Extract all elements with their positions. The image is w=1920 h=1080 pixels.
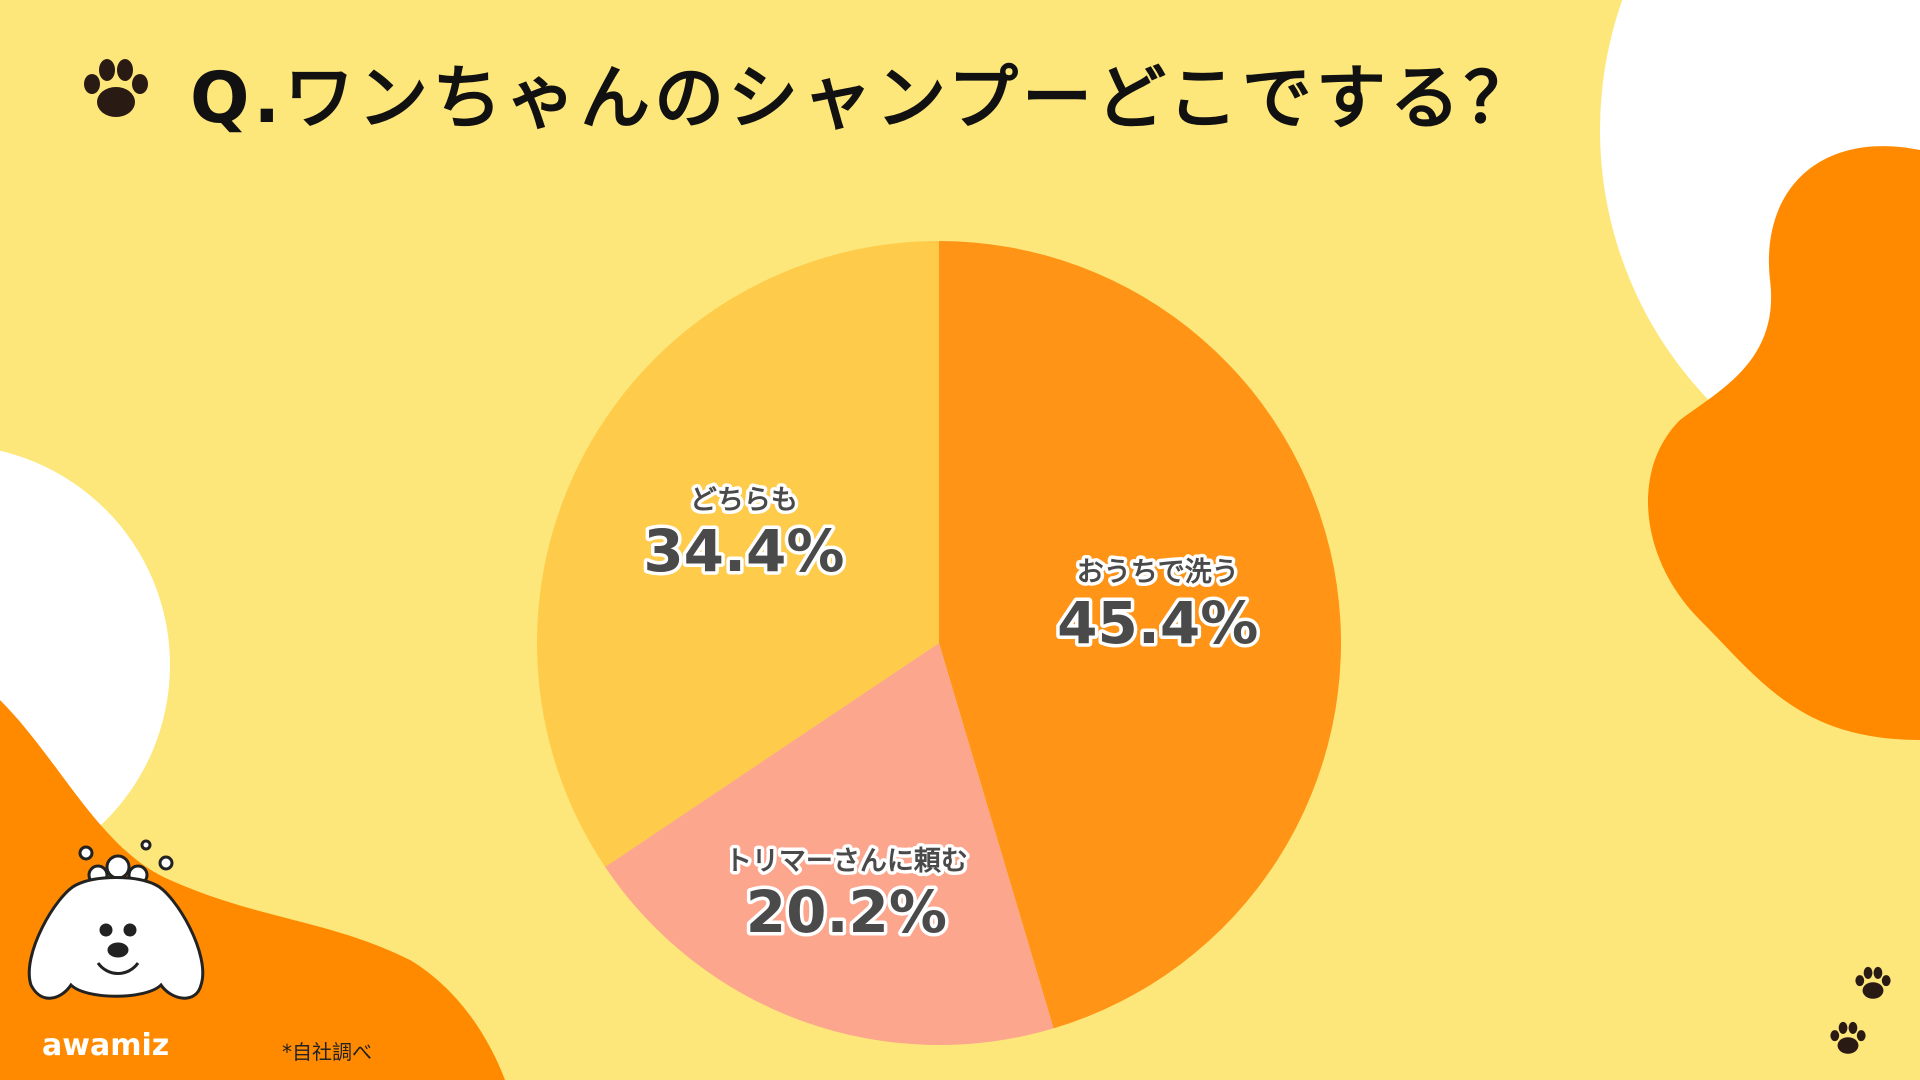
paw-icon (1855, 966, 1891, 999)
pie-slice (939, 241, 1342, 1029)
slice-label: トリマーさんに頼む (725, 846, 968, 877)
slice-label: おうちで洗う (1077, 557, 1239, 588)
paw-icon (1830, 1021, 1866, 1054)
dog-logo-icon (27, 839, 205, 1000)
source-note: *自社調べ (282, 1040, 372, 1064)
paw-icon (84, 59, 148, 117)
brand-logo-text: awamiz (42, 1028, 170, 1063)
pie-chart (537, 240, 1342, 1045)
orange-blob-right (1647, 146, 1920, 741)
pie-slice (605, 643, 1054, 1045)
pie-slice (537, 240, 939, 867)
slice-label: どちらも (690, 485, 798, 516)
slice-value-label: 20.2% (746, 878, 947, 946)
slice-value-label: 34.4% (643, 517, 844, 585)
page-title: Q.ワンちゃんのシャンプーどこでする？ (190, 57, 1538, 139)
slice-value-label: 45.4% (1057, 589, 1258, 657)
